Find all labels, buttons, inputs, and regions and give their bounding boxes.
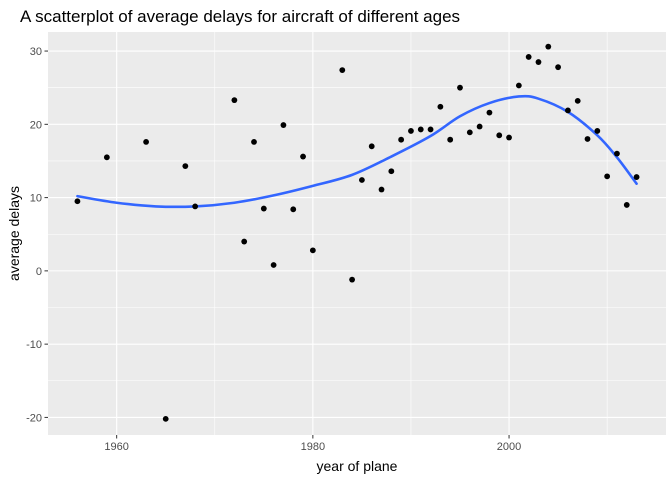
data-point: [309, 247, 316, 254]
data-point: [408, 128, 414, 134]
y-tick-label: 0: [36, 266, 42, 278]
data-point: [535, 59, 542, 65]
y-tick-label: 30: [30, 46, 42, 58]
data-point: [476, 123, 483, 130]
y-tick-label: 20: [30, 119, 42, 131]
chart-title: A scatterplot of average delays for airc…: [20, 7, 460, 26]
data-point: [368, 143, 375, 150]
data-point: [192, 203, 199, 210]
y-tick-label: -20: [26, 412, 42, 424]
plot-panel: [48, 32, 666, 435]
data-point: [427, 126, 434, 133]
data-point: [388, 168, 395, 175]
data-point: [74, 198, 81, 205]
data-point: [604, 173, 611, 180]
minor-gridlines: [48, 32, 666, 435]
data-point: [349, 276, 355, 283]
data-point: [378, 186, 385, 193]
data-point: [103, 154, 110, 161]
data-point: [457, 84, 463, 91]
data-point: [594, 128, 601, 134]
smooth-line: [76, 94, 638, 209]
y-tick-label: -10: [26, 339, 42, 351]
data-point: [486, 109, 493, 116]
data-point: [623, 202, 630, 208]
data-point: [290, 206, 297, 213]
data-point: [447, 136, 454, 143]
data-point: [506, 134, 512, 141]
data-point: [466, 129, 473, 136]
data-point: [574, 97, 581, 104]
data-point: [437, 103, 444, 110]
data-point: [398, 136, 405, 143]
data-point: [280, 122, 287, 128]
data-points: [74, 43, 640, 422]
data-point: [270, 262, 277, 268]
data-point: [614, 150, 620, 157]
x-tick-label: 1980: [301, 441, 325, 453]
data-point: [241, 238, 248, 245]
x-axis: 1960 1980 2000: [104, 435, 521, 453]
data-point: [182, 163, 189, 169]
x-axis-title: year of plane: [317, 458, 398, 474]
data-point: [300, 153, 306, 160]
data-point: [633, 174, 640, 180]
data-point: [162, 415, 169, 422]
data-point: [359, 177, 365, 183]
smooth-trend: [76, 94, 638, 209]
data-point: [545, 43, 552, 50]
data-point: [565, 107, 571, 114]
data-point: [251, 139, 257, 145]
data-point: [339, 67, 346, 74]
data-point: [525, 54, 532, 60]
data-point: [515, 82, 522, 89]
y-axis: -20 -10 0 10 20 30: [26, 46, 48, 424]
data-point: [417, 126, 424, 133]
data-point: [555, 64, 561, 71]
y-tick-label: 10: [30, 193, 42, 205]
x-tick-label: 2000: [497, 441, 521, 453]
data-point: [260, 205, 267, 212]
data-point: [231, 97, 238, 104]
data-point: [496, 132, 503, 139]
data-point: [584, 136, 591, 142]
y-axis-title: average delays: [6, 186, 22, 281]
x-tick-label: 1960: [104, 441, 128, 453]
data-point: [143, 139, 149, 145]
